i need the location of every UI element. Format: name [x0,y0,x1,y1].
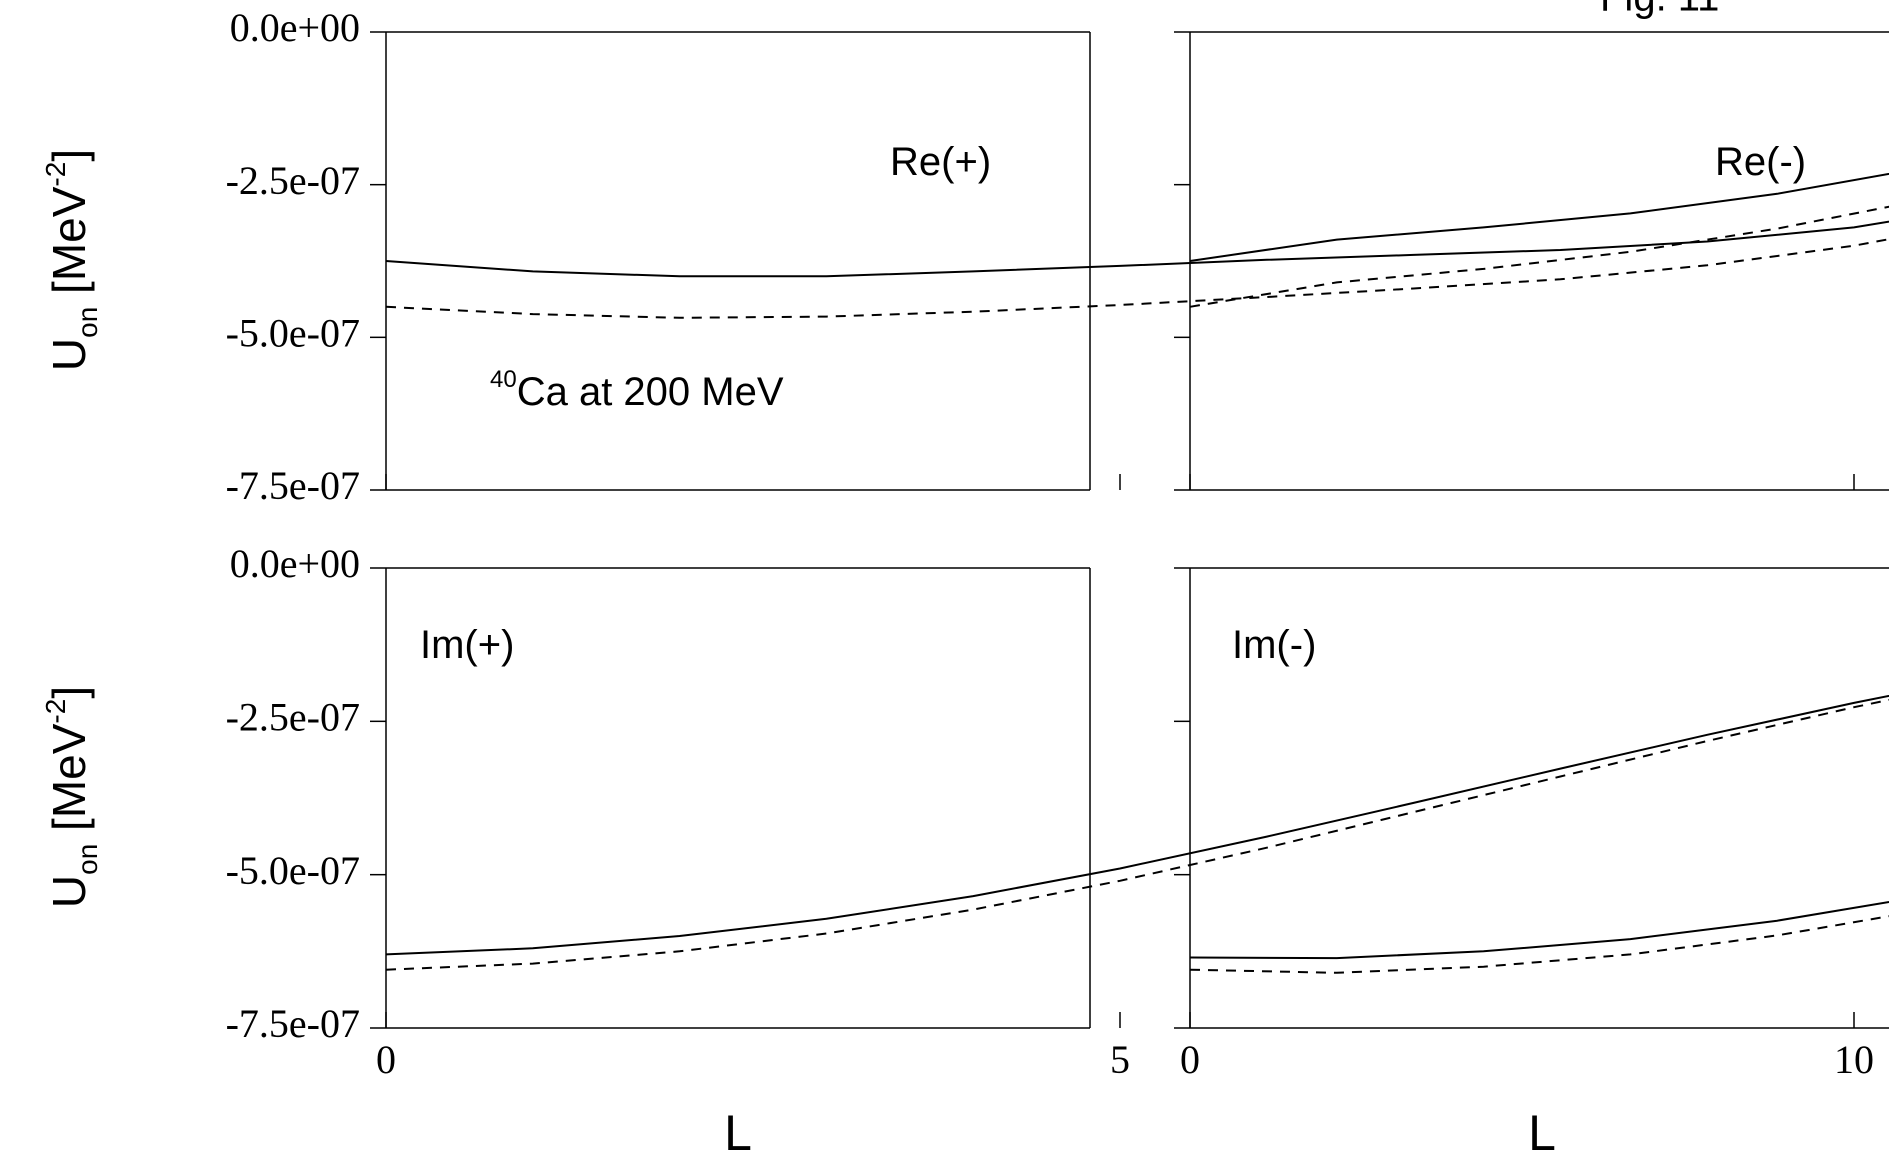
panel-label: Re(+) [890,140,991,184]
series-line-solid [385,694,1889,956]
y-tick-label: 0.0e+00 [230,541,360,586]
panel-label: Im(-) [1232,623,1316,667]
y-tick-label: -5.0e-07 [226,311,360,356]
y-axis-label: Uon [MeV-2] [40,149,103,371]
series-line-dashed [385,698,1889,971]
x-tick-label: 0 [1180,1037,1200,1082]
panel-label: Re(-) [1715,140,1806,184]
figure-label: Fig. 11 [1600,0,1719,20]
panel-imminus: 0 Im(-) L [1174,567,1889,1156]
panel-label: Im(+) [420,623,514,667]
x-axis-label: L [1528,1105,1556,1156]
series-line-solid [1189,172,1889,262]
panel-implus: 0.0e+00 -2.5e-07 -5.0e-07 -7.5e-07 0 5 10 Im(+)… [40,541,1889,1156]
annotation-sup: 40 [490,366,517,393]
y-label-main: U [43,338,95,371]
y-label-unit: [MeV [43,186,95,306]
x-tick-label: 0 [376,1037,396,1082]
y-label-unit-sup: -2 [40,162,71,187]
y-axis-label: Uon [MeV-2] [40,686,103,908]
y-tick-label: -2.5e-07 [226,695,360,740]
annotation-text: Ca at 200 MeV [517,370,784,414]
y-tick-label: -7.5e-07 [226,1001,360,1046]
y-tick-label: -5.0e-07 [226,848,360,893]
y-label-sub: on [72,844,103,875]
x-tick-label: 5 [1110,1037,1130,1082]
panel-replus: 0.0e+00 -2.5e-07 -5.0e-07 -7.5e-07 Re(+) 40Ca… [40,5,1889,508]
series-line-solid [385,220,1889,278]
y-label-unit: [MeV [43,723,95,843]
x-tick-label: 10 [1834,1037,1874,1082]
y-tick-label: -2.5e-07 [226,158,360,203]
y-tick-label: -7.5e-07 [226,463,360,508]
panels: 0.0e+00 -2.5e-07 -5.0e-07 -7.5e-07 Re(+) 40Ca… [40,5,1889,1156]
y-label-main: U [43,875,95,908]
annotation: 40Ca at 200 MeV [490,366,784,414]
y-label-sub: on [72,307,103,338]
y-label-unit-close: ] [43,149,95,162]
x-axis-label: L [724,1105,752,1156]
series-line-solid [1189,900,1889,960]
panel-reminus: Re(-) [1174,31,1889,491]
y-label-unit-sup: -2 [40,699,71,724]
y-label-unit-close: ] [43,686,95,699]
y-tick-label: 0.0e+00 [230,5,360,50]
